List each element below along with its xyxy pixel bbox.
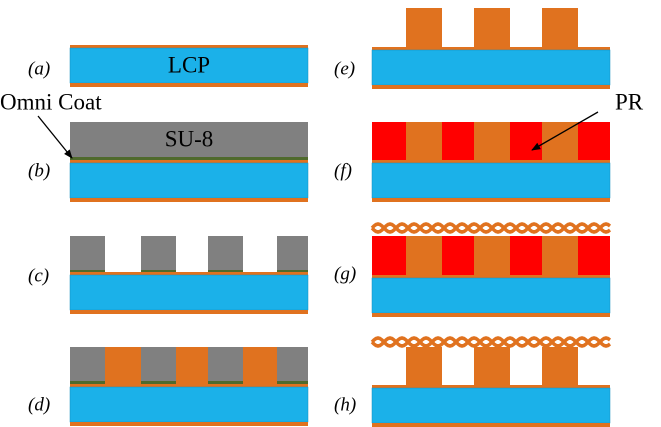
lcp-substrate [69,386,309,423]
pr-arrow [531,111,599,151]
lcp-substrate [371,387,611,424]
copper-braid [370,222,612,234]
lcp-substrate [69,274,309,311]
pr-label: PR [615,89,644,114]
panel-label: (c) [28,265,49,286]
omni-coat-layer [277,270,308,272]
lcp-substrate [371,162,611,199]
copper-pillar [406,122,442,160]
pr-block [578,236,610,275]
copper-pillar [474,8,510,47]
omni-coat-label: Omni Coat [0,89,102,114]
omni-coat-layer [208,381,243,384]
pr-block [372,122,406,160]
pr-block [578,122,610,160]
lcp-substrate [371,49,611,86]
copper-pillar [542,347,578,385]
omni-coat-arrow [37,115,73,159]
copper-layer [372,313,610,317]
copper-pillar [542,8,578,47]
pr-block [510,236,542,275]
omni-coat-layer [70,270,105,272]
panel-label: (b) [28,160,50,181]
copper-pillar [176,347,208,384]
omni-coat-layer [208,270,243,272]
su8-pillar [277,236,308,270]
copper-pillar [474,236,510,275]
lcp-substrate [69,162,309,199]
copper-pillar [474,122,510,160]
panel-label: (f) [334,160,352,181]
copper-layer [70,384,308,387]
copper-layer [372,423,610,427]
copper-layer [70,310,308,314]
su8-layer [70,122,308,157]
omni-coat-layer [70,157,308,160]
copper-pillar [105,347,141,384]
copper-layer [70,198,308,202]
pr-block [510,122,542,160]
lcp-substrate [69,47,309,84]
panel-label: (h) [334,394,356,415]
copper-layer [70,272,308,275]
copper-layer [70,83,308,87]
copper-layer [372,275,610,278]
pr-block [372,236,406,275]
copper-layer [372,160,610,163]
pr-block [442,236,474,275]
copper-pillar [542,236,578,275]
copper-pillar [406,347,442,385]
copper-layer [372,385,610,388]
su8-pillar [208,236,243,270]
omni-coat-layer [141,381,176,384]
su8-pillar [70,236,105,270]
su8-pillar [141,347,176,381]
su8-pillar [141,236,176,270]
omni-coat-layer [70,381,105,384]
su8-pillar [208,347,243,381]
panel-label: (d) [28,394,50,415]
copper-pillar [243,347,277,384]
panel-label: (e) [334,58,355,79]
lcp-substrate [371,277,611,314]
copper-pillar [406,236,442,275]
copper-pillar [474,347,510,385]
su8-pillar [70,347,105,381]
copper-braid [370,336,612,348]
copper-layer [70,45,308,48]
omni-coat-layer [141,270,176,272]
copper-layer [372,85,610,89]
su8-label: SU-8 [165,126,214,151]
copper-layer [70,160,308,163]
pr-block [442,122,474,160]
copper-layer [372,47,610,50]
panel-label: (a) [28,58,50,79]
lcp-label: LCP [168,52,210,77]
copper-layer [70,422,308,426]
copper-layer [372,198,610,202]
panel-label: (g) [334,263,356,284]
layers [69,8,612,427]
omni-coat-layer [277,381,308,384]
copper-pillar [406,8,442,47]
su8-pillar [277,347,308,381]
